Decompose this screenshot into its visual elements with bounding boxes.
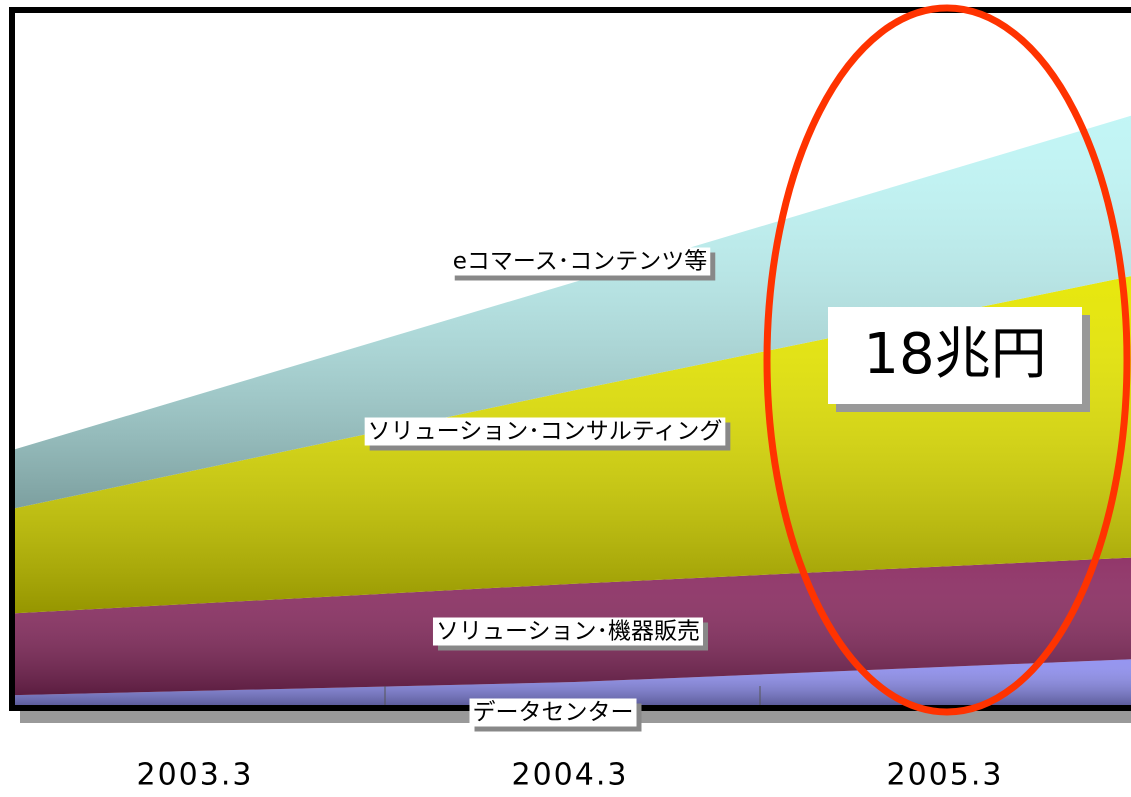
x-tick-label: 2004.3 xyxy=(512,758,629,793)
label-box xyxy=(364,417,726,446)
x-tick-label: 2005.3 xyxy=(887,758,1004,793)
legend-label: ソリューション･コンサルティング xyxy=(368,419,723,445)
label-box xyxy=(449,247,711,276)
series-labels: データセンター ソリューション･機器販売 ソリューション･コンサルティング eコマース… xyxy=(364,247,731,732)
series-label: ソリューション･機器販売 xyxy=(432,617,709,651)
legend-label: eコマース･コンテンツ等 xyxy=(453,249,708,275)
highlight-ellipse xyxy=(763,4,1131,716)
series-label: データセンター xyxy=(469,698,642,732)
legend-label: ソリューション･機器販売 xyxy=(436,619,700,645)
x-tick-label: 2003.3 xyxy=(137,758,254,793)
series-label: eコマース･コンテンツ等 xyxy=(449,247,716,281)
label-box xyxy=(432,617,704,646)
legend-label: データセンター xyxy=(473,700,634,726)
area-shade xyxy=(15,659,1131,705)
area-shade xyxy=(15,115,1131,509)
label-box xyxy=(469,698,637,727)
annotation-box xyxy=(828,307,1082,404)
series-label: ソリューション･コンサルティング xyxy=(364,417,731,451)
annotation: 18兆円 xyxy=(863,322,1046,387)
